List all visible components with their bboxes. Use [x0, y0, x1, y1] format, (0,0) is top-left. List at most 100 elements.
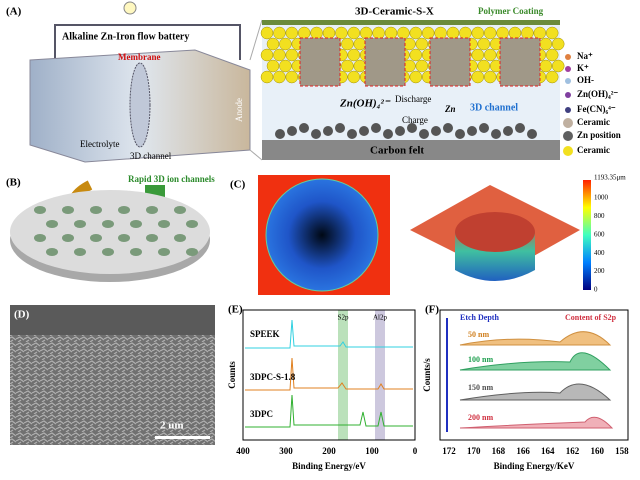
labels: (A) (B) (C) (D) (E) (F) Alkaline Zn-Iron… [6, 6, 629, 472]
structure-title: 3D-Ceramic-S-X [355, 6, 434, 18]
ceramic [297, 26, 311, 40]
ceramic [545, 70, 559, 84]
zn-deposit [479, 123, 489, 133]
depth-label: 100 nm [468, 355, 493, 364]
cathode-label: Cathode [16, 95, 26, 125]
legend-label: Zn position [577, 130, 621, 140]
channel-box [499, 37, 541, 87]
discharge-label: Discharge [395, 94, 431, 104]
ceramic [496, 26, 509, 40]
zn-deposit [491, 129, 501, 139]
coating-label: Polymer Coating [478, 6, 544, 16]
x-tick-label: 158 [615, 446, 629, 456]
zn-deposit [335, 123, 345, 133]
ceramic [421, 26, 435, 40]
zn-deposit [311, 129, 321, 139]
colorbar-tick: 400 [594, 249, 605, 257]
hole [146, 234, 158, 242]
ceramic [310, 26, 323, 40]
hole [34, 206, 46, 214]
ceramic [483, 48, 497, 62]
ceramic [471, 48, 485, 62]
b-caption: Rapid 3D ion channels [128, 174, 215, 184]
ceramic [285, 70, 299, 84]
x-tick-label: 300 [279, 446, 293, 456]
ceramic [260, 48, 274, 62]
x-tick-label: 400 [236, 446, 250, 456]
channel-label: 3D channel [130, 151, 172, 161]
ceramic [322, 26, 336, 40]
scale-bar: 2 um [160, 420, 184, 432]
depth-label: Etch Depth [460, 313, 499, 322]
hole [174, 206, 186, 214]
hole [46, 220, 58, 228]
channel-label: 3D channel [470, 102, 518, 113]
hole [118, 206, 130, 214]
legend-marker [565, 78, 571, 84]
colorbar-tick: 200 [594, 267, 605, 275]
ceramic [471, 26, 485, 40]
ceramic [551, 59, 565, 73]
hole [118, 234, 130, 242]
illustration [10, 1, 629, 445]
ceramic [459, 26, 472, 40]
panel-label: (C) [230, 179, 246, 191]
ceramic [409, 70, 423, 84]
content-label: Content of S2p [565, 313, 617, 322]
zn-deposit [347, 129, 357, 139]
electrolyte-label: Electrolyte [80, 139, 119, 149]
ceramic [409, 48, 423, 62]
legend-label: OH- [577, 75, 594, 85]
zn-deposit [299, 123, 309, 133]
hole [130, 248, 142, 256]
x-tick-label: 164 [541, 446, 555, 456]
ceramic [409, 26, 423, 40]
zn-label: Zn [444, 104, 456, 114]
hole [74, 220, 86, 228]
legend-marker [563, 118, 573, 128]
hole [102, 248, 114, 256]
zincate-label: Zn(OH)₄²⁻ [339, 98, 391, 110]
ceramic [434, 26, 447, 40]
ceramic [347, 48, 361, 62]
hole [62, 206, 74, 214]
ceramic [533, 26, 547, 40]
x-tick-label: 170 [467, 446, 481, 456]
hole [46, 248, 58, 256]
zn-deposit [515, 123, 525, 133]
zn-deposit [359, 126, 369, 136]
y-label: Counts/s [422, 358, 432, 392]
panel-label: (E) [228, 304, 243, 316]
zn-deposit [323, 126, 333, 136]
ceramic [477, 37, 491, 51]
x-tick-label: 200 [322, 446, 336, 456]
hole [130, 220, 142, 228]
legend-label: Na⁺ [577, 51, 593, 61]
x-tick-label: 172 [442, 446, 456, 456]
ceramic [260, 70, 274, 84]
zn-deposit [383, 129, 393, 139]
ceramic [279, 59, 292, 73]
colorbar-tick: 1000 [594, 194, 609, 202]
colorbar-tick: 600 [594, 230, 605, 238]
panel-label: (B) [6, 177, 21, 189]
ceramic [335, 26, 348, 40]
ceramic [260, 26, 274, 40]
ceramic [551, 37, 565, 51]
hole [34, 234, 46, 242]
hole [174, 234, 186, 242]
series-label: 3DPC [250, 409, 273, 419]
ceramic [266, 37, 280, 51]
ceramic [471, 70, 485, 84]
hole [146, 206, 158, 214]
channel-box [429, 37, 471, 87]
zn-deposit [503, 126, 513, 136]
ceramic [266, 59, 280, 73]
ceramic [397, 26, 410, 40]
ceramic [353, 59, 367, 73]
ceramic [415, 37, 429, 51]
charge-label: Charge [402, 115, 428, 125]
ceramic [273, 48, 286, 62]
x-label: Binding Energy/KeV [494, 461, 575, 471]
